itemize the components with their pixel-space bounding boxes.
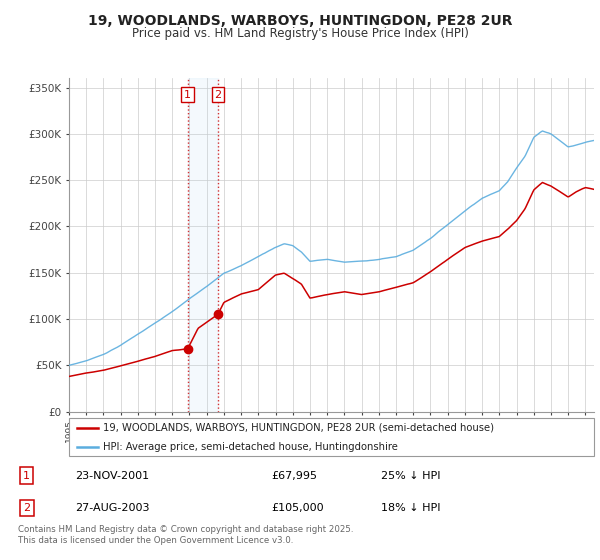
Text: HPI: Average price, semi-detached house, Huntingdonshire: HPI: Average price, semi-detached house,… xyxy=(103,442,398,452)
Text: 18% ↓ HPI: 18% ↓ HPI xyxy=(381,503,440,513)
Text: 27-AUG-2003: 27-AUG-2003 xyxy=(76,503,150,513)
Text: Price paid vs. HM Land Registry's House Price Index (HPI): Price paid vs. HM Land Registry's House … xyxy=(131,27,469,40)
Text: £67,995: £67,995 xyxy=(271,470,317,480)
Text: 1: 1 xyxy=(184,90,191,100)
Text: Contains HM Land Registry data © Crown copyright and database right 2025.
This d: Contains HM Land Registry data © Crown c… xyxy=(18,525,353,545)
Text: 19, WOODLANDS, WARBOYS, HUNTINGDON, PE28 2UR (semi-detached house): 19, WOODLANDS, WARBOYS, HUNTINGDON, PE28… xyxy=(103,423,494,433)
Text: 2: 2 xyxy=(23,503,30,513)
Bar xyxy=(188,78,218,412)
Text: 19, WOODLANDS, WARBOYS, HUNTINGDON, PE28 2UR: 19, WOODLANDS, WARBOYS, HUNTINGDON, PE28… xyxy=(88,14,512,28)
Text: 23-NOV-2001: 23-NOV-2001 xyxy=(76,470,150,480)
Text: 25% ↓ HPI: 25% ↓ HPI xyxy=(381,470,440,480)
FancyBboxPatch shape xyxy=(69,418,594,456)
Text: 1: 1 xyxy=(23,470,30,480)
Text: 2: 2 xyxy=(214,90,221,100)
Text: £105,000: £105,000 xyxy=(271,503,324,513)
